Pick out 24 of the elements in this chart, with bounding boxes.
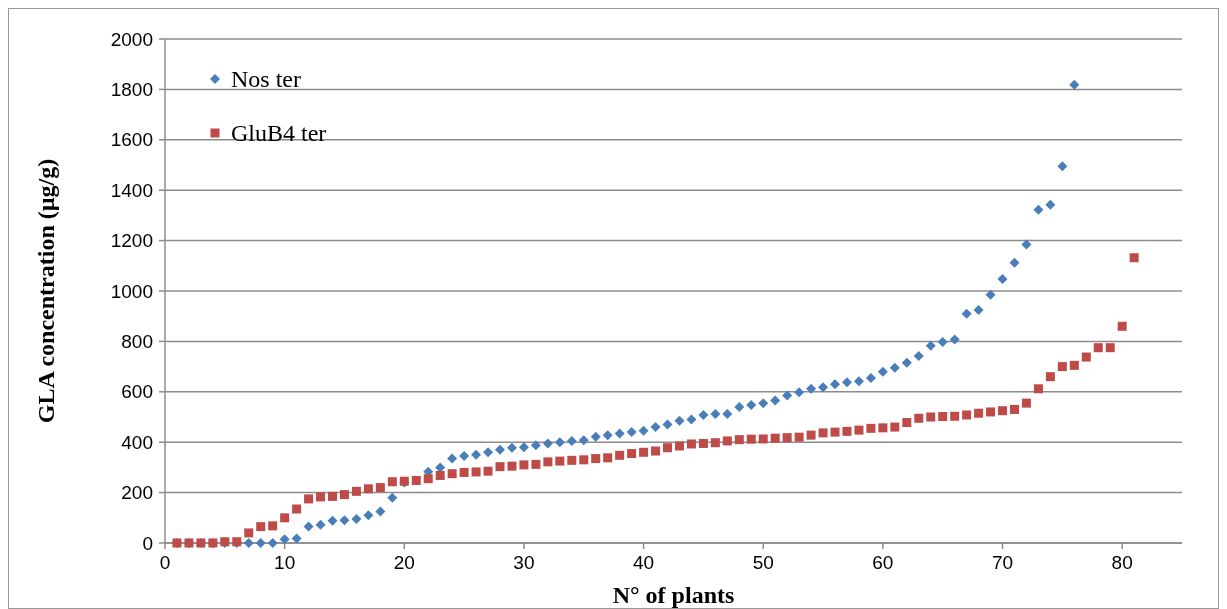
y-tick-label: 1400 <box>110 179 153 201</box>
legend-label: GluB4 ter <box>231 120 327 147</box>
y-tick-label: 1600 <box>110 129 153 151</box>
x-tick-label: 70 <box>991 552 1014 573</box>
x-axis-title: N° of plants <box>612 582 735 608</box>
x-tick-label: 20 <box>393 552 415 573</box>
y-tick-label: 1200 <box>110 230 153 252</box>
y-tick-label: 0 <box>142 532 153 554</box>
y-tick-label: 2000 <box>110 28 153 50</box>
y-tick-label: 1800 <box>110 79 153 101</box>
x-tick-label: 0 <box>159 552 171 573</box>
x-tick-label: 80 <box>1111 552 1133 573</box>
y-tick-label: 400 <box>121 431 153 453</box>
legend-label: Nos ter <box>231 66 301 93</box>
x-tick-label: 50 <box>752 552 774 573</box>
y-tick-label: 600 <box>121 381 153 403</box>
y-tick-label: 800 <box>121 331 153 353</box>
y-tick-label: 1000 <box>110 280 153 302</box>
y-axis-title: GLA concentration (µg/g) <box>33 158 59 424</box>
x-tick-label: 40 <box>633 552 655 573</box>
x-tick-label: 30 <box>513 552 535 573</box>
x-tick-label: 60 <box>872 552 894 573</box>
y-tick-label: 200 <box>121 482 153 504</box>
x-tick-label: 10 <box>274 552 296 573</box>
